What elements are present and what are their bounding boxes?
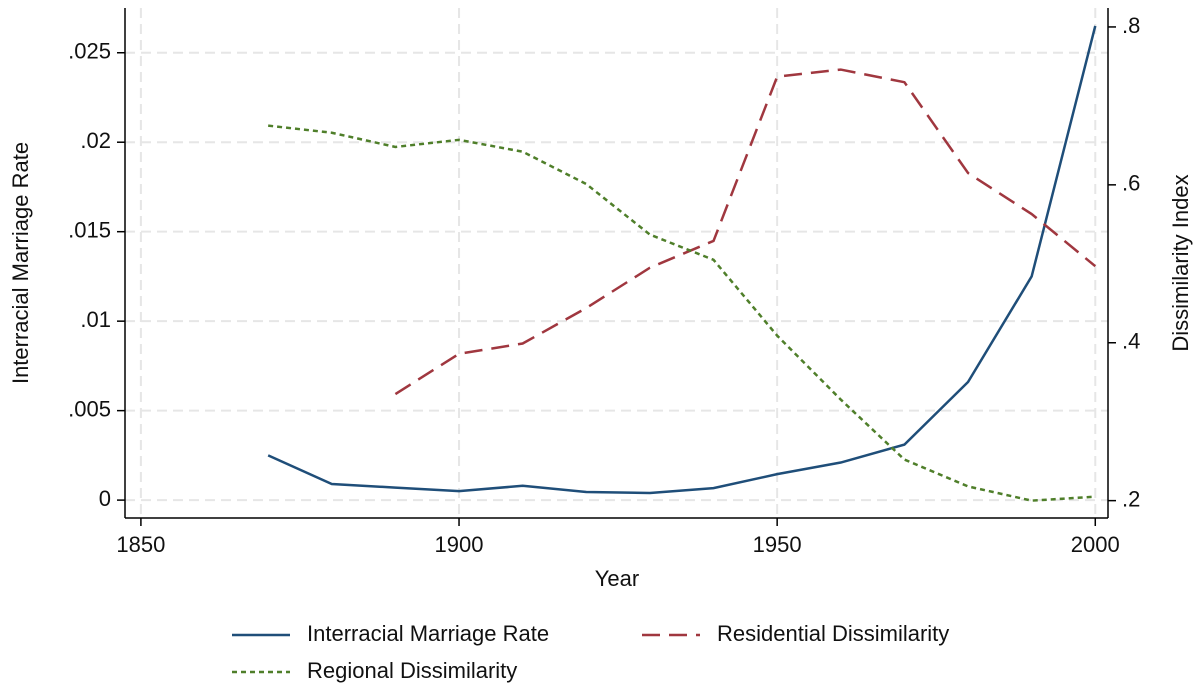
x-tick-label: 1950	[753, 532, 802, 557]
legend-label: Regional Dissimilarity	[307, 658, 517, 683]
x-tick-label: 1900	[435, 532, 484, 557]
x-axis-title: Year	[595, 566, 639, 591]
x-tick-label: 1850	[116, 532, 165, 557]
y-tick-label: .02	[80, 128, 111, 153]
series-line	[267, 25, 1097, 495]
series-line	[268, 124, 1096, 502]
x-tick-label: 2000	[1071, 532, 1120, 557]
y-tick-label: .01	[80, 307, 111, 332]
y2-tick-label: .6	[1122, 171, 1140, 196]
y-axis-title: Interracial Marriage Rate	[8, 142, 33, 384]
legend-label: Residential Dissimilarity	[717, 621, 949, 646]
y2-axis-title: Dissimilarity Index	[1168, 174, 1193, 351]
y2-tick-label: .4	[1122, 329, 1140, 354]
series-line	[394, 68, 1097, 396]
y2-tick-label: .2	[1122, 486, 1140, 511]
y-tick-label: 0	[99, 486, 111, 511]
y-tick-label: .005	[68, 396, 111, 421]
y2-tick-label: .8	[1122, 13, 1140, 38]
legend-label: Interracial Marriage Rate	[307, 621, 549, 646]
y-tick-label: .025	[68, 39, 111, 64]
y-tick-label: .015	[68, 217, 111, 242]
